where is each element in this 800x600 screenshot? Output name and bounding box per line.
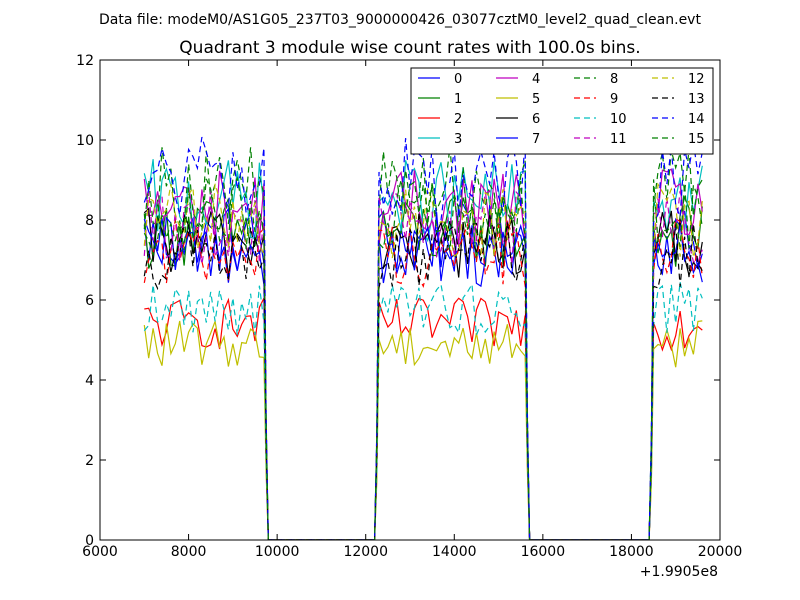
legend-label-9: 9: [610, 92, 618, 107]
series-line-7: [143, 216, 703, 540]
x-tick-label: 14000: [432, 544, 477, 560]
legend-label-1: 1: [454, 92, 462, 107]
legend-label-3: 3: [454, 132, 462, 147]
data-lines: [143, 136, 703, 540]
series-line-10: [143, 281, 703, 540]
figure-suptitle: Data file: modeM0/AS1G05_237T03_90000004…: [99, 12, 701, 28]
series-line-15: [143, 175, 703, 540]
series-line-5: [143, 319, 703, 540]
series-line-11: [143, 189, 703, 540]
x-axis: 6000 8000 10000 12000 14000 16000 18000 20000: [82, 60, 742, 560]
series-line-13: [143, 222, 703, 540]
x-tick-label: 16000: [521, 544, 566, 560]
legend-label-13: 13: [688, 92, 705, 107]
y-tick-label: 0: [85, 533, 94, 549]
x-offset-label: +1.9905e8: [640, 564, 718, 580]
legend-label-10: 10: [610, 112, 627, 127]
legend-label-8: 8: [610, 72, 618, 87]
legend-label-14: 14: [688, 112, 705, 127]
y-tick-label: 8: [85, 213, 94, 229]
series-line-3: [143, 159, 703, 540]
x-tick-label: 12000: [343, 544, 388, 560]
x-tick-label: 8000: [171, 544, 207, 560]
series-line-6: [143, 207, 703, 540]
legend-label-11: 11: [610, 132, 627, 147]
series-line-4: [143, 168, 703, 540]
legend-label-0: 0: [454, 72, 462, 87]
y-tick-label: 2: [85, 453, 94, 469]
legend-label-7: 7: [532, 132, 540, 147]
legend-label-15: 15: [688, 132, 705, 147]
y-tick-label: 12: [76, 53, 94, 69]
x-tick-label: 18000: [609, 544, 654, 560]
series-line-1: [143, 195, 703, 540]
x-tick-label: 20000: [698, 544, 743, 560]
plot-frame: [99, 59, 721, 541]
legend-label-12: 12: [688, 72, 705, 87]
y-tick-label: 6: [85, 293, 94, 309]
chart-title: Quadrant 3 module wise count rates with …: [179, 38, 640, 58]
x-tick-label: 6000: [82, 544, 118, 560]
y-tick-label: 10: [76, 133, 94, 149]
legend-box: [410, 67, 714, 155]
x-tick-label: 10000: [255, 544, 300, 560]
legend-label-5: 5: [532, 92, 540, 107]
legend-label-2: 2: [454, 112, 462, 127]
legend-label-6: 6: [532, 112, 540, 127]
legend-label-4: 4: [532, 72, 540, 87]
y-tick-label: 4: [85, 373, 94, 389]
